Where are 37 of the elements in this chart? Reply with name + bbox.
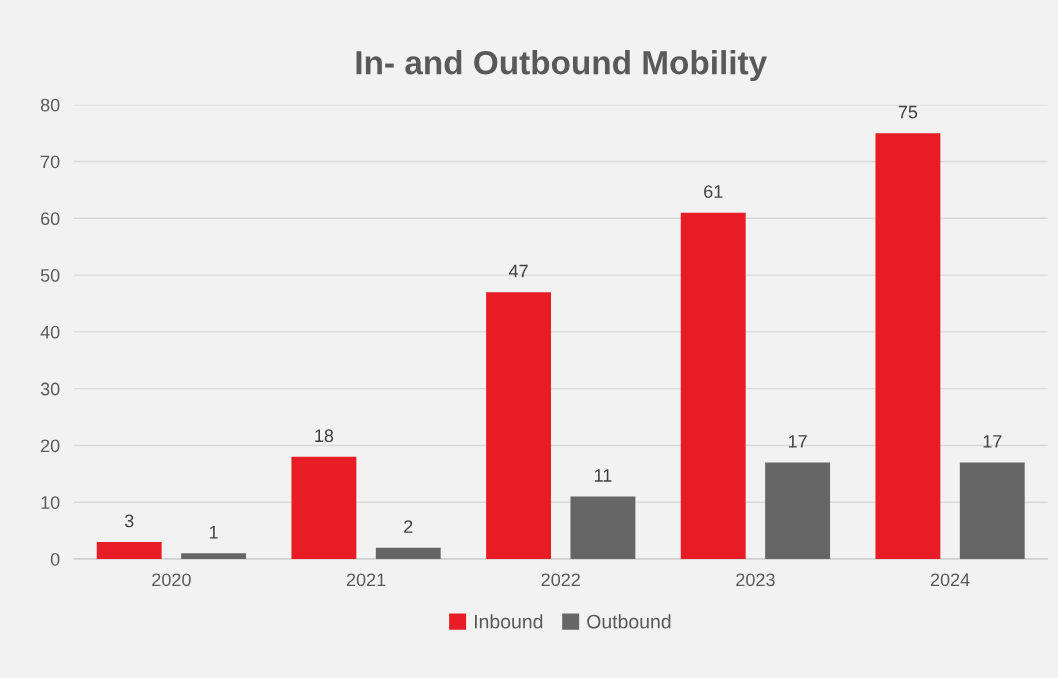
y-tick-label: 10 xyxy=(41,496,60,509)
chart-title: In- and Outbound Mobility xyxy=(356,50,768,82)
y-tick-label: 20 xyxy=(41,439,60,453)
data-label: 1 xyxy=(209,526,218,539)
y-tick-label: 80 xyxy=(40,98,60,112)
data-label: 17 xyxy=(788,435,807,448)
data-label: 61 xyxy=(704,185,723,198)
data-label: 3 xyxy=(124,514,134,528)
bar xyxy=(486,292,552,560)
data-label: 11 xyxy=(594,469,612,482)
x-tick-label: 2024 xyxy=(930,573,970,587)
bar xyxy=(959,462,1025,560)
y-tick-label: 50 xyxy=(40,269,60,282)
bar xyxy=(570,496,636,560)
data-label: 17 xyxy=(983,435,1002,448)
y-tick-label: 60 xyxy=(41,212,60,226)
bar xyxy=(875,133,941,560)
data-label: 75 xyxy=(898,105,918,119)
y-tick-label: 40 xyxy=(40,325,60,339)
x-tick-label: 2022 xyxy=(541,573,580,587)
data-label: 18 xyxy=(315,429,334,443)
bar xyxy=(765,462,831,560)
bar xyxy=(680,212,746,560)
bar xyxy=(291,456,357,560)
legend-label: Outbound xyxy=(587,614,671,629)
y-tick-label: 0 xyxy=(50,552,60,566)
x-tick-label: 2021 xyxy=(346,573,386,587)
y-tick-label: 30 xyxy=(40,382,60,396)
bar xyxy=(96,541,162,560)
legend-label: Inbound xyxy=(474,614,543,629)
data-label: 47 xyxy=(508,264,528,278)
x-tick-label: 2023 xyxy=(736,573,775,587)
bar xyxy=(181,553,247,560)
bar xyxy=(375,547,441,560)
x-tick-label: 2020 xyxy=(152,573,191,587)
y-tick-label: 70 xyxy=(41,155,60,169)
data-label: 2 xyxy=(404,520,413,533)
